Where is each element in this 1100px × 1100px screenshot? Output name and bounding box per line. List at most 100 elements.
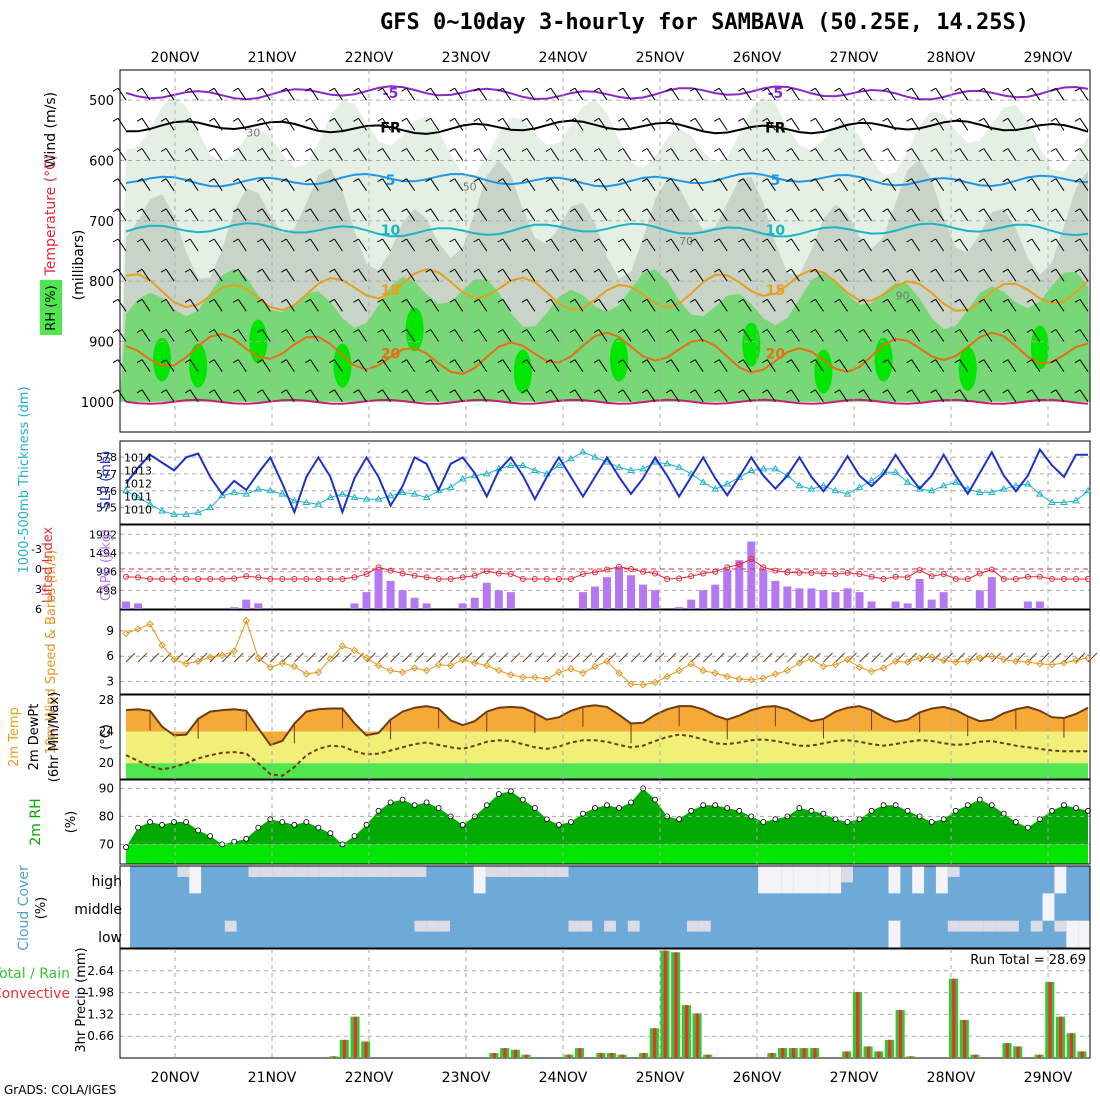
rh-point	[568, 819, 574, 825]
wind-speed-point	[699, 666, 707, 675]
wind-barb	[257, 87, 263, 92]
surface-wind-barb	[630, 652, 641, 663]
wind-barb	[738, 117, 744, 122]
date-label-top: 29NOV	[1024, 50, 1073, 66]
wind-speed-point	[819, 662, 828, 671]
rh-point	[556, 821, 562, 828]
wind-barb	[646, 87, 656, 101]
wind-barb	[141, 148, 151, 161]
wind-barb	[983, 359, 993, 372]
precip-convective-bar	[770, 1053, 774, 1058]
precip-convective-bar	[962, 1020, 967, 1058]
wind-barb	[454, 208, 464, 222]
wind-barb	[550, 148, 560, 161]
wind-barb	[213, 87, 223, 101]
wind-barb	[1026, 117, 1033, 122]
wind-barb	[497, 298, 504, 303]
wind-barb	[473, 298, 480, 303]
precip-convective-bar	[503, 1048, 507, 1058]
wind-speed-point	[627, 680, 635, 688]
wind-barb	[930, 208, 936, 213]
wind-barb	[598, 178, 608, 191]
wind-barb	[1079, 238, 1089, 252]
li-point	[952, 576, 959, 582]
thickness-point	[1011, 481, 1020, 489]
wind-barb	[935, 299, 945, 312]
cloud-cell	[343, 866, 356, 877]
cape-bar	[242, 599, 251, 609]
wind-barb	[786, 208, 792, 213]
wind-speed-point	[952, 658, 960, 666]
cape-bar	[398, 590, 407, 609]
wind-barb	[526, 178, 536, 191]
li-point	[135, 574, 142, 581]
wind-barb	[978, 148, 985, 152]
wind-barb	[815, 118, 824, 131]
surface-wind-barb	[281, 652, 292, 663]
wind-barb	[184, 208, 191, 213]
precip-convective-bar	[353, 1016, 357, 1058]
wind-barb	[887, 148, 897, 161]
li-point	[1000, 576, 1007, 582]
wind-speed-point	[939, 656, 948, 665]
wind-speed-point	[302, 670, 311, 678]
wind-barb	[353, 298, 359, 303]
wind-barb	[377, 298, 383, 303]
rh-point	[808, 807, 815, 814]
wind-barb	[406, 329, 416, 342]
wind-barb	[646, 389, 656, 403]
wind-barb	[1026, 87, 1033, 92]
wind-barb	[353, 208, 359, 213]
wind-barb	[766, 118, 776, 131]
wind-barb	[305, 359, 311, 364]
cloud-cell	[912, 866, 925, 894]
cape-bar	[651, 590, 660, 609]
wind-barb	[261, 299, 271, 312]
surface-wind-barb	[257, 652, 268, 663]
wind-barb	[478, 389, 488, 403]
wind-barb	[213, 299, 223, 312]
wind-barb	[329, 117, 335, 122]
wind-barb	[1007, 268, 1017, 282]
wind-barb	[117, 359, 127, 372]
wind-barb	[935, 208, 945, 222]
isotherm-label: FR	[765, 120, 786, 136]
cloud-cell	[947, 920, 960, 932]
date-label-bottom: 27NOV	[830, 1070, 879, 1086]
wind-barb	[959, 148, 969, 161]
wind-barb	[1050, 329, 1057, 333]
wind-barb	[478, 299, 488, 312]
wind-barb	[978, 359, 985, 364]
precip-convective-bar	[866, 1046, 870, 1058]
surface-wind-barb	[678, 652, 689, 663]
wind-barb	[689, 178, 696, 183]
wind-barb	[766, 148, 776, 161]
thickness-point	[446, 483, 455, 490]
thickness-point	[482, 469, 491, 477]
rh-point	[147, 819, 153, 825]
thickness-point	[278, 490, 287, 497]
wind-barb	[136, 178, 143, 183]
wind-barb	[882, 148, 888, 152]
wind-barb	[738, 268, 744, 273]
surface-wind-barb	[1087, 652, 1098, 663]
rh-point	[459, 821, 466, 828]
wind-barb	[334, 238, 343, 252]
wind-barb	[887, 359, 897, 372]
wind-barb	[569, 178, 576, 183]
thickness-point	[194, 508, 203, 516]
wind-barb	[617, 359, 624, 364]
wind-speed-point	[964, 657, 972, 665]
wind-barb	[309, 148, 319, 161]
wind-barb	[309, 118, 319, 131]
wind-barb	[882, 178, 888, 183]
wind-barb	[526, 148, 536, 161]
rh-point	[604, 802, 610, 809]
wind-barb	[1079, 118, 1089, 131]
cape-bar	[687, 599, 696, 609]
thickness-point	[567, 454, 575, 462]
credit-label: GrADS: COLA/IGES	[4, 1083, 117, 1097]
wind-barb	[911, 87, 921, 101]
wind-barb	[1002, 178, 1009, 183]
wind-barb	[358, 178, 367, 191]
